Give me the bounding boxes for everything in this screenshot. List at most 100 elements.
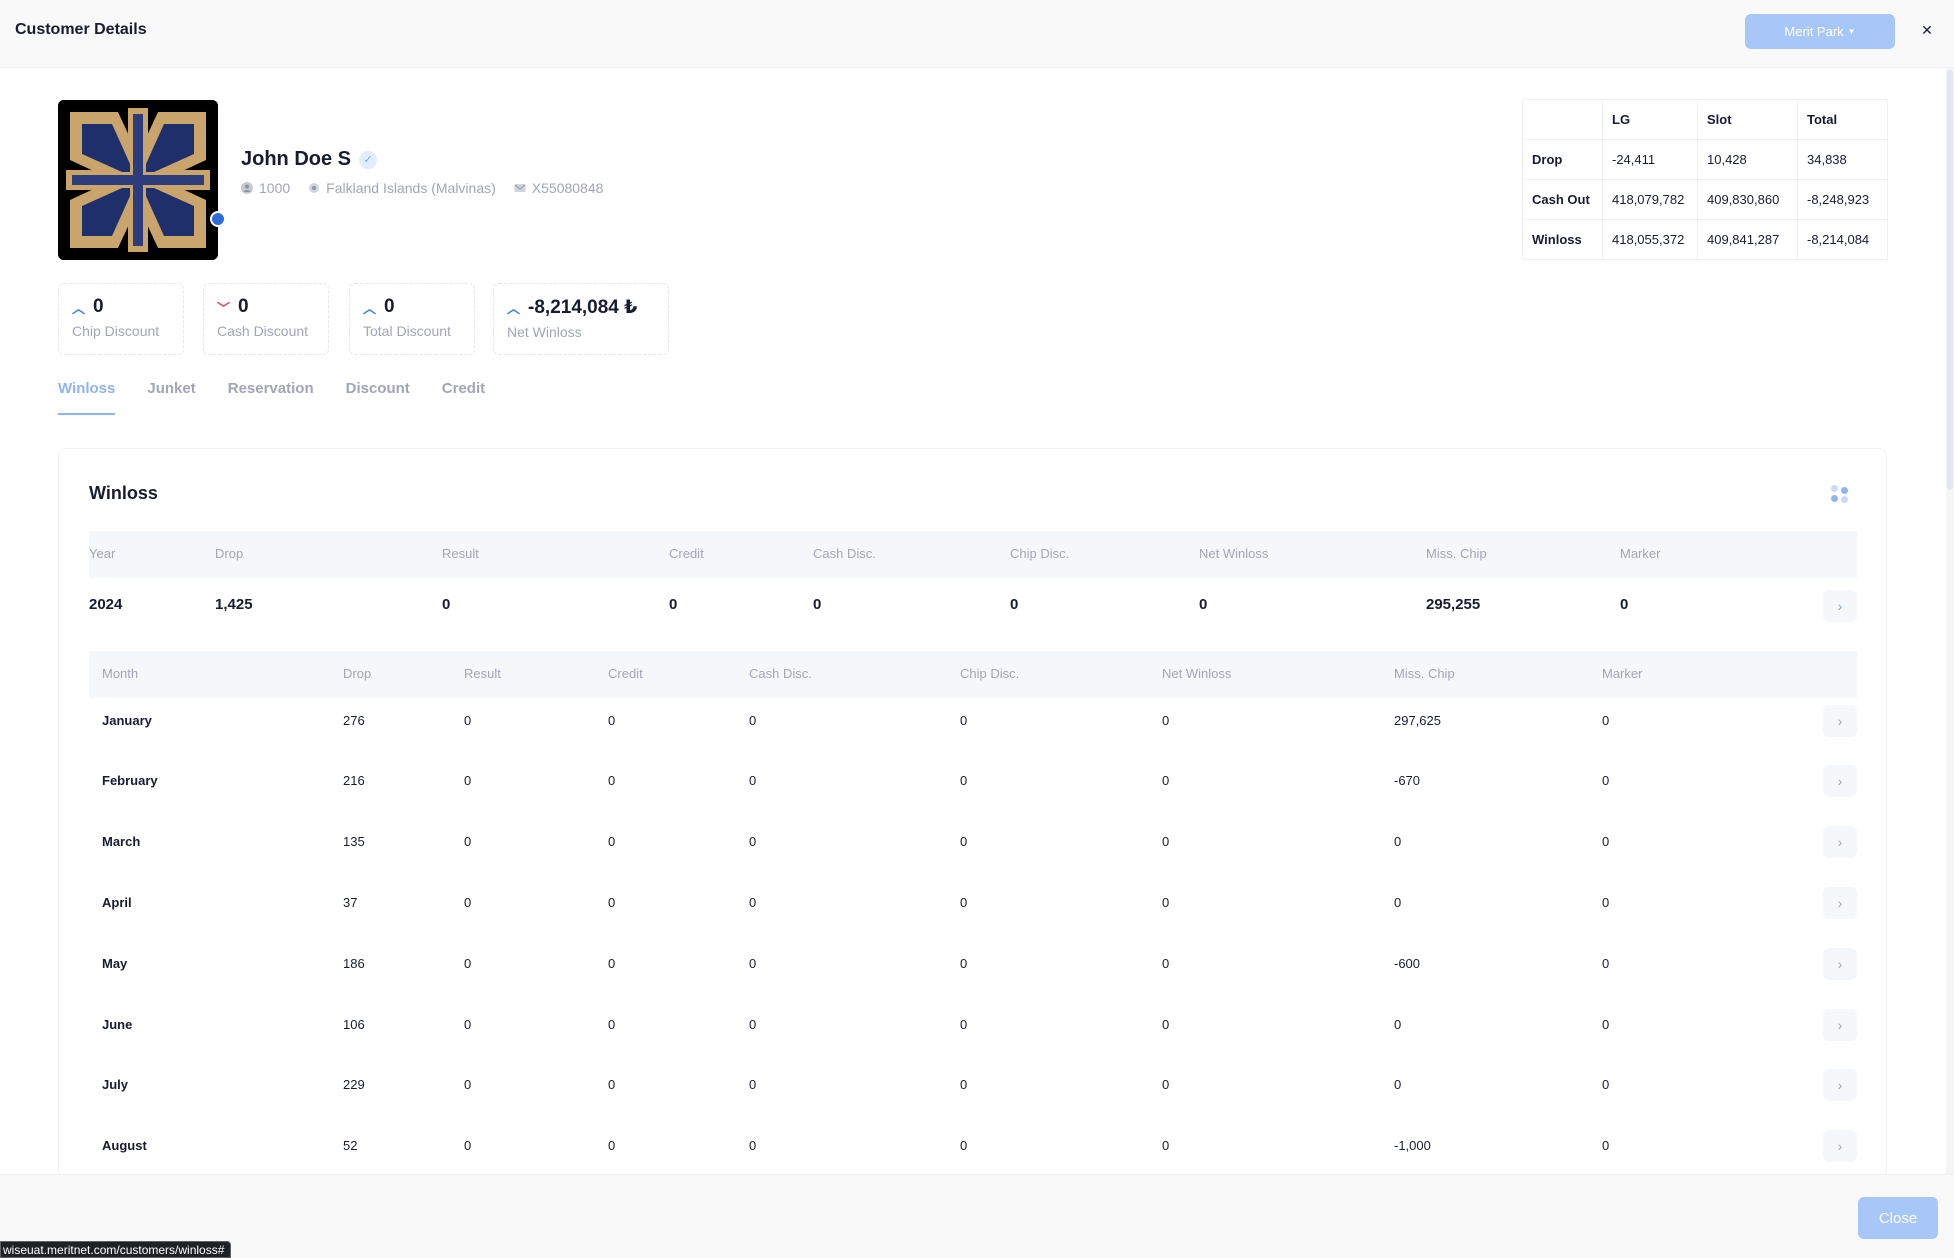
month-cell: 0 [1162, 1077, 1170, 1092]
month-cell: 0 [960, 956, 968, 971]
year-cell: 0 [1620, 596, 1629, 613]
caret-down-icon: ▼ [1847, 27, 1856, 36]
month-row-expand-button[interactable]: › [1823, 705, 1857, 737]
summary-cell: -8,214,084 [1797, 219, 1888, 260]
month-cell: -670 [1394, 773, 1421, 788]
year-cell: 0 [813, 596, 822, 613]
month-cell: 0 [1162, 1017, 1170, 1032]
avatar-emblem [58, 100, 218, 260]
month-cell: 216 [343, 773, 365, 788]
month-row-expand-button[interactable]: › [1823, 1009, 1857, 1041]
close-icon[interactable]: ✕ [1921, 21, 1933, 38]
summary-header-cell: Total [1797, 99, 1888, 140]
summary-cell: 10,428 [1697, 139, 1798, 180]
month-cell: 0 [960, 895, 968, 910]
month-cell: 0 [1162, 1138, 1170, 1153]
chevron-right-icon: › [1837, 1138, 1843, 1154]
month-cell: 0 [464, 895, 472, 910]
customer-meta: 1000 Falkland Islands (Malvinas) X550808… [241, 180, 603, 196]
year-cell: 0 [1199, 596, 1208, 613]
year-row-expand-button[interactable]: › [1823, 590, 1857, 622]
month-cell: 0 [1602, 834, 1610, 849]
month-row-expand-button[interactable]: › [1823, 765, 1857, 797]
summary-cell: 409,841,287 [1697, 219, 1798, 260]
month-cell: 0 [464, 713, 472, 728]
stat-total-discount: ︿ 0 Total Discount [349, 283, 475, 355]
winloss-card: Winloss Year Drop Result Credit Cash Dis… [58, 448, 1887, 1178]
col-header: Year [89, 546, 116, 561]
month-cell: -600 [1394, 956, 1421, 971]
month-row-expand-button[interactable]: › [1823, 1069, 1857, 1101]
month-cell: 0 [464, 1077, 472, 1092]
tab-reservation[interactable]: Reservation [227, 380, 314, 397]
month-cell: 37 [343, 895, 358, 910]
chevron-right-icon: › [1837, 834, 1843, 850]
year-table-header: Year Drop Result Credit Cash Disc. Chip … [89, 531, 1857, 578]
month-name: January [102, 713, 152, 728]
stat-label: Total Discount [363, 323, 451, 339]
col-header: Drop [343, 666, 372, 681]
modal-title: Customer Details [15, 21, 147, 38]
month-table-header: Month Drop Result Credit Cash Disc. Chip… [89, 651, 1857, 698]
card-toolbar-icon[interactable] [1831, 485, 1849, 503]
stat-chip-discount: ︿ 0 Chip Discount [58, 283, 184, 355]
month-cell: 0 [608, 773, 616, 788]
customer-country: Falkland Islands (Malvinas) [308, 180, 496, 196]
month-cell: 106 [343, 1017, 365, 1032]
month-row-expand-button[interactable]: › [1823, 948, 1857, 980]
card-title: Winloss [89, 483, 158, 503]
month-row-expand-button[interactable]: › [1823, 826, 1857, 858]
col-header: Net Winloss [1199, 546, 1269, 561]
month-row-expand-button[interactable]: › [1823, 887, 1857, 919]
stat-value: -8,214,084 ₺ [528, 297, 638, 318]
summary-table: LG Slot Total Drop -24,411 10,428 34,838… [1522, 99, 1888, 260]
month-row: May 186 0 0 0 0 0 -600 0 [89, 944, 1857, 984]
summary-cell: 34,838 [1797, 139, 1888, 180]
month-cell: 0 [464, 773, 472, 788]
month-cell: 0 [1162, 834, 1170, 849]
stat-net-winloss: ︿ -8,214,084 ₺ Net Winloss [493, 283, 669, 355]
chevron-right-icon: › [1837, 1017, 1843, 1033]
col-header: Marker [1620, 546, 1661, 561]
month-cell: 0 [464, 1017, 472, 1032]
close-button[interactable]: Close [1858, 1197, 1938, 1239]
tab-junket[interactable]: Junket [147, 380, 196, 397]
scrollbar-thumb[interactable] [1947, 70, 1953, 490]
user-icon [241, 182, 253, 194]
summary-header-cell: LG [1602, 99, 1698, 140]
month-cell: 0 [749, 1017, 757, 1032]
month-cell: 0 [1602, 713, 1610, 728]
month-row: January 276 0 0 0 0 0 297,625 0 [89, 701, 1857, 741]
tab-credit[interactable]: Credit [441, 380, 486, 397]
col-header: Miss. Chip [1426, 546, 1487, 561]
month-cell: 0 [1394, 1077, 1402, 1092]
month-cell: 0 [608, 895, 616, 910]
month-cell: 0 [1162, 713, 1170, 728]
scrollbar-track[interactable] [1946, 68, 1954, 1174]
summary-cell: -24,411 [1602, 139, 1698, 180]
month-cell: 0 [960, 834, 968, 849]
month-cell: 0 [608, 1077, 616, 1092]
month-cell: 0 [1602, 895, 1610, 910]
trend-down-icon: ﹀ [217, 300, 231, 316]
stat-label: Cash Discount [217, 323, 309, 339]
customer-name: John Doe S ✓ [241, 148, 378, 171]
tab-discount[interactable]: Discount [345, 380, 410, 397]
col-header: Cash Disc. [749, 666, 812, 681]
col-header: Drop [215, 546, 244, 561]
month-name: June [102, 1017, 133, 1032]
month-cell: 0 [960, 1138, 968, 1153]
month-cell: 0 [749, 1077, 757, 1092]
month-name: April [102, 895, 132, 910]
tab-winloss[interactable]: Winloss [58, 380, 116, 415]
month-cell: 0 [749, 1138, 757, 1153]
stat-label: Chip Discount [72, 323, 160, 339]
month-cell: 0 [960, 1017, 968, 1032]
month-row-expand-button[interactable]: › [1823, 1130, 1857, 1162]
stat-value: 0 [384, 296, 395, 317]
month-name: July [102, 1077, 129, 1092]
venue-dropdown-button[interactable]: Merit Park ▼ [1745, 14, 1895, 49]
month-cell: 0 [1162, 956, 1170, 971]
month-name: May [102, 956, 128, 971]
col-header: Net Winloss [1162, 666, 1232, 681]
